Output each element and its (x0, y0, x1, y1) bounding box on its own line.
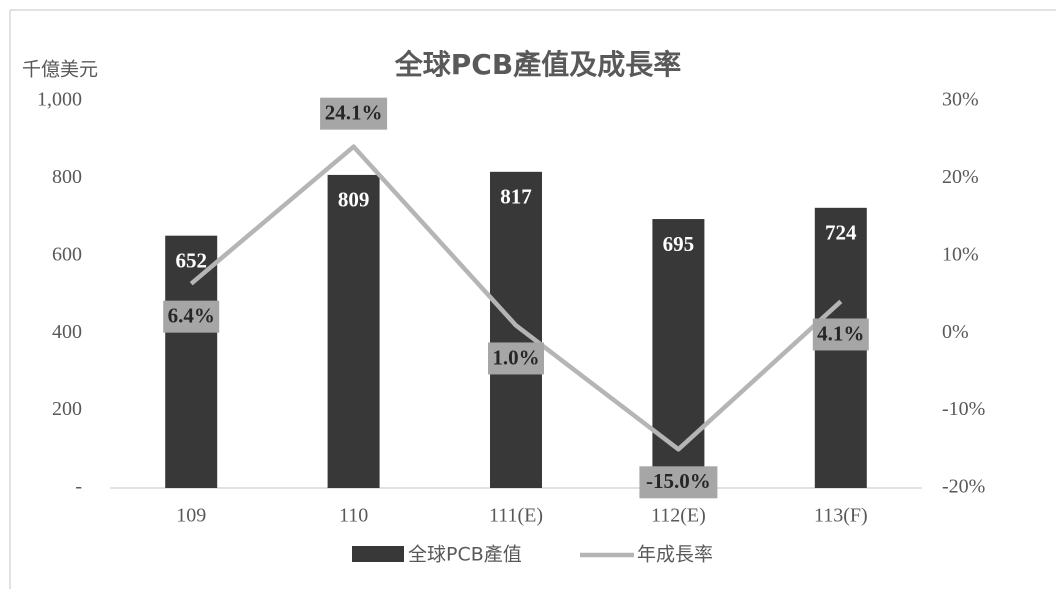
chart-title: 全球PCB產值及成長率 (394, 48, 681, 81)
y-axis-label: 千億美元 (22, 59, 98, 81)
line-value-label: 4.1% (817, 321, 864, 345)
line-label-box (639, 466, 718, 499)
bar-value-label: 724 (825, 221, 857, 245)
y-tick-label: - (75, 476, 82, 498)
line-value-label: 1.0% (492, 345, 539, 369)
x-tick-label: 111(E) (489, 505, 543, 527)
line-label-box (812, 318, 869, 351)
y2-tick-label: 30% (942, 89, 979, 111)
bar (165, 235, 218, 488)
y-tick-label: 800 (52, 166, 82, 188)
line-value-label: -15.0% (646, 469, 711, 493)
line-value-label: 24.1% (325, 100, 383, 124)
x-tick-label: 112(E) (651, 505, 706, 527)
x-tick-label: 109 (176, 505, 206, 527)
y-tick-label: 400 (52, 321, 82, 343)
line-label-box (320, 97, 388, 130)
y2-tick-label: 20% (942, 166, 979, 188)
legend-label: 全球PCB產值 (408, 544, 522, 566)
bar-value-label: 695 (663, 232, 695, 256)
x-tick-label: 110 (339, 505, 368, 527)
line-label-box (488, 342, 544, 375)
x-tick-label: 113(F) (814, 505, 868, 527)
y2-tick-label: 0% (942, 321, 969, 343)
bar-value-label: 809 (338, 188, 370, 212)
y-tick-label: 1,000 (37, 89, 82, 111)
bar-value-label: 652 (175, 248, 207, 272)
bar (327, 174, 380, 489)
y2-tick-label: -20% (942, 476, 985, 498)
legend-swatch (352, 546, 404, 562)
y2-tick-label: -10% (942, 398, 985, 420)
bar-value-label: 817 (500, 185, 532, 209)
line-series (189, 144, 843, 452)
y2-tick-label: 10% (942, 243, 979, 265)
line-label-box (163, 300, 220, 333)
y-tick-label: 200 (52, 398, 82, 420)
line-value-label: 6.4% (168, 303, 215, 327)
legend-label: 年成長率 (637, 544, 713, 566)
bar (652, 219, 705, 488)
y-tick-label: 600 (52, 243, 82, 265)
bar (490, 171, 542, 489)
